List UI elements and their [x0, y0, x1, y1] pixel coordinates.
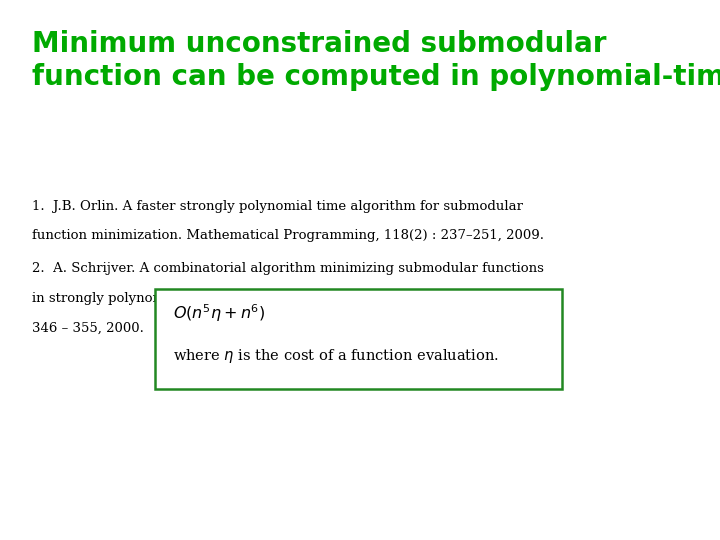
Text: 2.  A. Schrijver. A combinatorial algorithm minimizing submodular functions: 2. A. Schrijver. A combinatorial algorit…: [32, 262, 544, 275]
FancyBboxPatch shape: [155, 289, 562, 389]
Text: 346 – 355, 2000.: 346 – 355, 2000.: [32, 321, 144, 335]
Text: where $\eta$ is the cost of a function evaluation.: where $\eta$ is the cost of a function e…: [173, 347, 499, 364]
Text: Minimum unconstrained submodular
function can be computed in polynomial-time: Minimum unconstrained submodular functio…: [32, 30, 720, 91]
Text: in strongly polynomial time. Journal of Combinatorial Theory, Series B, 80(2) :: in strongly polynomial time. Journal of …: [32, 292, 556, 305]
Text: 1.  J.B. Orlin. A faster strongly polynomial time algorithm for submodular: 1. J.B. Orlin. A faster strongly polynom…: [32, 200, 523, 213]
Text: $O(n^5\eta + n^6)$: $O(n^5\eta + n^6)$: [173, 302, 265, 324]
Text: function minimization. Mathematical Programming, 118(2) : 237–251, 2009.: function minimization. Mathematical Prog…: [32, 230, 544, 242]
